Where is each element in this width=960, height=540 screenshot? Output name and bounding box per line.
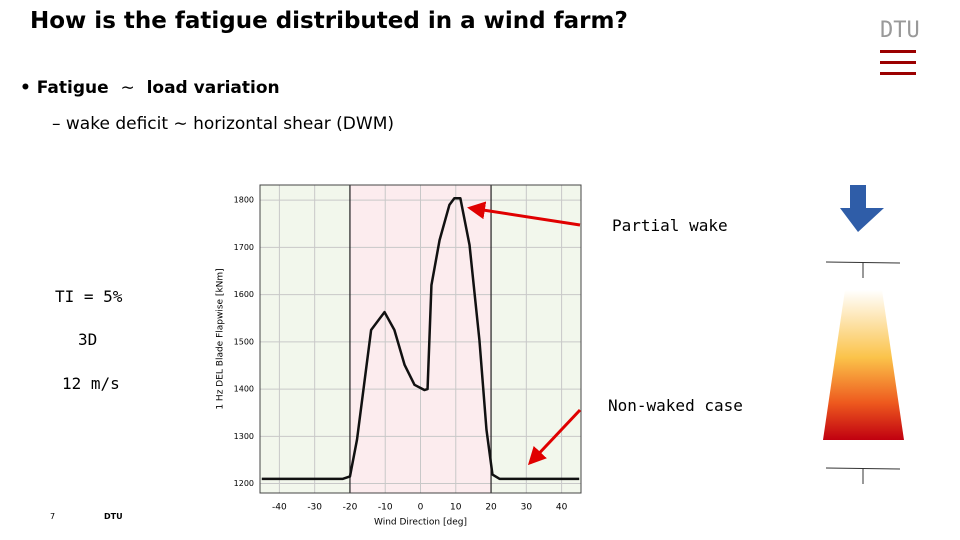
x-axis-label: Wind Direction [deg] [374, 518, 467, 528]
y-tick-label: 1300 [234, 432, 254, 441]
arrow [527, 408, 582, 466]
bullet: • Fatigue ∼ load variation [20, 78, 280, 98]
param: 3D [78, 330, 98, 349]
x-tick-label: 40 [556, 503, 568, 513]
y-tick-label: 1800 [234, 196, 254, 205]
logo-mark [880, 50, 916, 75]
param: TI = 5% [55, 287, 123, 306]
bullet-text: Fatigue [36, 78, 109, 98]
annotation: Partial wake [612, 216, 728, 235]
bullet-text: ∼ [120, 78, 135, 98]
page-number: 7 [50, 512, 56, 521]
x-tick-label: -30 [307, 503, 322, 513]
data-line [261, 196, 580, 481]
x-tick-label: 20 [485, 503, 497, 513]
bullet-text: load variation [146, 78, 280, 98]
footer: DTU [104, 512, 123, 521]
logo: DTU [880, 18, 920, 43]
slide-title: How is the fatigue distributed in a wind… [30, 8, 628, 34]
y-tick-label: 1400 [234, 385, 254, 394]
wind-arrow [840, 185, 884, 232]
y-tick-label: 1700 [234, 243, 254, 252]
x-tick-label: 0 [418, 503, 424, 513]
x-tick-label: -40 [272, 503, 287, 513]
x-tick-label: -20 [343, 503, 358, 513]
arrow [467, 201, 581, 227]
y-tick-label: 1500 [234, 337, 254, 346]
annotation: Non-waked case [608, 396, 743, 415]
wake [823, 290, 904, 440]
y-axis-label: 1 Hz DEL Blade Flapwise [kNm] [216, 268, 226, 409]
x-tick-label: 30 [521, 503, 533, 513]
y-tick-label: 1600 [234, 290, 254, 299]
param: 12 m/s [62, 374, 120, 393]
y-tick-label: 1200 [234, 479, 254, 488]
x-tick-label: -10 [378, 503, 393, 513]
x-tick-label: 10 [450, 503, 462, 513]
sub-bullet: – wake deficit ∼ horizontal shear (DWM) [52, 114, 395, 134]
plot-frame [259, 184, 582, 494]
